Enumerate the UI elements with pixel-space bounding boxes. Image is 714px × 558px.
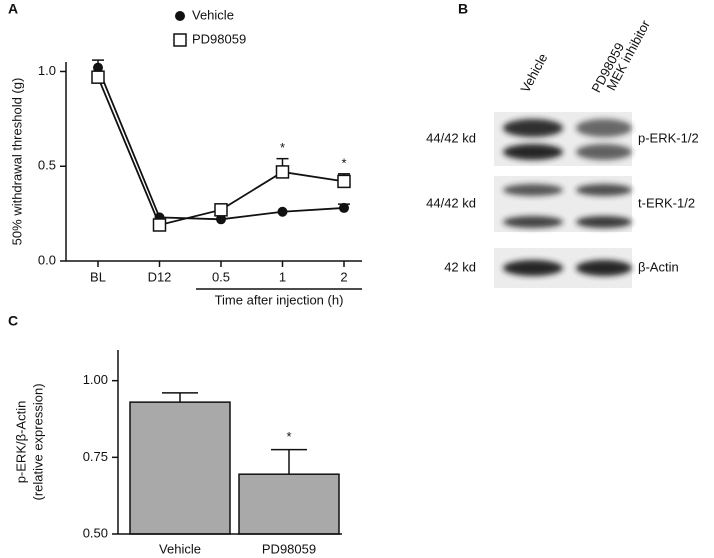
bar [238, 473, 340, 535]
annotation: * [341, 155, 346, 170]
x-tick-label: 2 [340, 269, 347, 284]
x-tick-label: Vehicle [159, 541, 201, 556]
y-axis-label: 50% withdrawal threshold (g) [9, 78, 24, 246]
point [275, 165, 290, 179]
x-bracket-label: Time after injection (h) [215, 292, 344, 307]
y-tick-label: 0.5 [38, 158, 56, 173]
y-tick-label: 1.0 [38, 63, 56, 78]
panel-label: B [458, 1, 468, 17]
series-line [97, 67, 345, 221]
legend-label: PD98059 [192, 31, 246, 46]
point [93, 62, 103, 73]
blot-band [576, 119, 632, 137]
point [91, 70, 105, 84]
blot-column-label: Vehicle [517, 51, 550, 95]
series-line [97, 76, 345, 227]
legend-label: Vehicle [192, 7, 234, 22]
x-tick-label: PD98059 [262, 541, 316, 556]
point [337, 174, 351, 189]
blot-protein-label: β-Actin [638, 259, 679, 274]
x-tick-label: D12 [148, 269, 172, 284]
point [216, 214, 226, 225]
blot-band [576, 144, 632, 160]
y-tick-label: 0.75 [83, 449, 108, 464]
x-tick-label: BL [90, 269, 106, 284]
y-axis-label: (relative expression) [30, 383, 45, 500]
blot-weight-label: 42 kd [444, 259, 476, 274]
blot-band [576, 260, 632, 276]
point [214, 203, 228, 217]
blot-band [576, 216, 632, 228]
x-tick-label: 1 [279, 269, 286, 284]
y-tick-label: 0.0 [38, 252, 56, 267]
point [277, 206, 288, 217]
blot-protein-label: t-ERK-1/2 [638, 195, 695, 210]
point [152, 218, 167, 232]
blot-band [503, 184, 563, 196]
blot-weight-label: 44/42 kd [426, 195, 476, 210]
blot-band [576, 184, 632, 196]
y-tick-label: 0.50 [83, 525, 108, 540]
annotation: * [286, 429, 291, 444]
blot-band [503, 260, 563, 276]
bar [129, 401, 231, 535]
x-tick-label: 0.5 [212, 269, 230, 284]
blot-weight-label: 44/42 kd [426, 130, 476, 145]
legend-marker [173, 33, 187, 47]
blot-band [503, 216, 563, 228]
y-tick-label: 1.00 [83, 372, 108, 387]
y-axis-label: p-ERK/β-Actin [13, 401, 28, 484]
panel-label: A [8, 1, 18, 17]
blot-band [503, 119, 563, 137]
panel-label: C [8, 313, 18, 329]
legend-marker [175, 11, 185, 21]
blot-protein-label: p-ERK-1/2 [638, 130, 699, 145]
annotation: * [280, 140, 285, 155]
blot-band [503, 144, 563, 160]
point [339, 202, 349, 213]
